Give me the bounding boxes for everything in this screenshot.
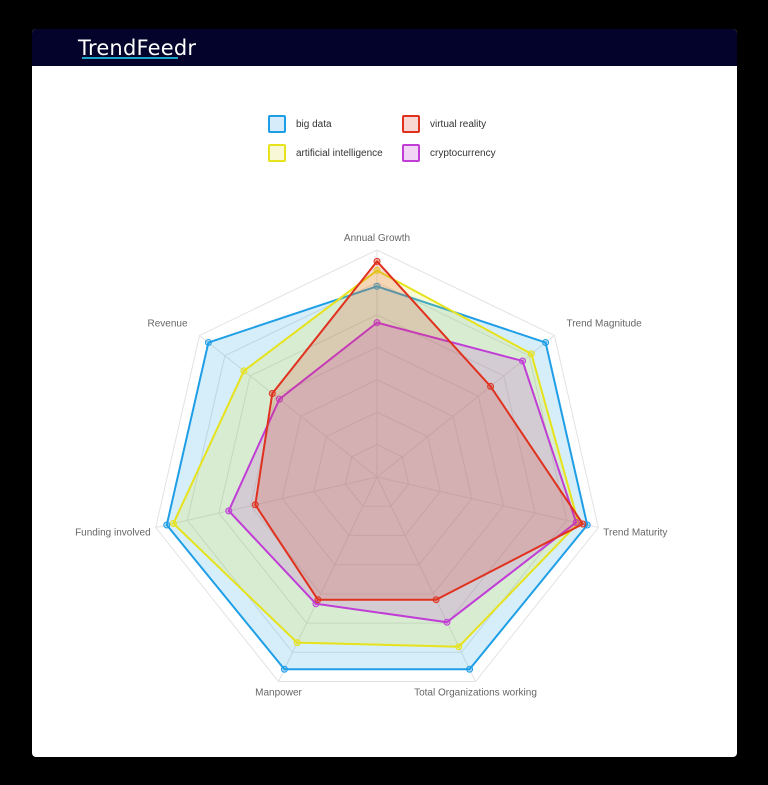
legend-item-big-data[interactable]: big data <box>268 115 332 133</box>
chart-card: TrendFeedr big data virtual reality arti… <box>32 29 737 757</box>
data-point[interactable] <box>373 282 381 290</box>
data-point[interactable] <box>225 507 233 515</box>
legend-item-virtual-reality[interactable]: virtual reality <box>402 115 486 133</box>
legend-item-artificial-intelligence[interactable]: artificial intelligence <box>268 144 383 162</box>
data-point[interactable] <box>542 339 550 347</box>
data-point[interactable] <box>163 521 171 529</box>
data-point[interactable] <box>373 257 381 265</box>
data-point[interactable] <box>373 319 381 327</box>
data-point[interactable] <box>275 395 283 403</box>
data-point[interactable] <box>487 382 495 390</box>
series-artificial-intelligence[interactable] <box>169 266 582 651</box>
legend-swatch-icon <box>268 144 286 162</box>
series-big-data[interactable] <box>163 282 591 673</box>
axis-label: Revenue <box>147 318 187 329</box>
data-point[interactable] <box>268 389 276 397</box>
data-point[interactable] <box>466 665 474 673</box>
data-point[interactable] <box>432 596 440 604</box>
series-virtual-reality[interactable] <box>251 257 587 604</box>
legend-label: artificial intelligence <box>296 147 383 159</box>
data-point[interactable] <box>519 357 527 365</box>
data-point[interactable] <box>443 618 451 626</box>
legend-swatch-icon <box>402 115 420 133</box>
legend-swatch-icon <box>268 115 286 133</box>
legend-label: big data <box>296 118 332 130</box>
legend-label: cryptocurrency <box>430 147 496 159</box>
logo-underline <box>82 57 178 59</box>
axis-label: Trend Magnitude <box>566 318 642 329</box>
axis-label: Funding involved <box>75 528 151 539</box>
axis-label: Annual Growth <box>344 233 410 244</box>
data-point[interactable] <box>314 596 322 604</box>
legend-label: virtual reality <box>430 118 487 130</box>
trendfeedr-logo[interactable]: TrendFeedr <box>78 36 197 60</box>
radar-chart: Annual Growth Trend Magnitude Trend Maturi… <box>75 233 667 699</box>
data-point[interactable] <box>455 643 463 651</box>
data-point[interactable] <box>280 665 288 673</box>
data-point[interactable] <box>527 350 535 358</box>
data-point[interactable] <box>572 518 580 526</box>
app-header: TrendFeedr <box>32 29 737 66</box>
data-point[interactable] <box>204 339 212 347</box>
axis-label: Trend Maturity <box>603 528 667 539</box>
data-point[interactable] <box>293 639 301 647</box>
data-point[interactable] <box>373 266 381 274</box>
legend-item-cryptocurrency[interactable]: cryptocurrency <box>402 144 496 162</box>
axis-label: Manpower <box>255 688 302 699</box>
series-cryptocurrency[interactable] <box>225 319 580 626</box>
data-point[interactable] <box>251 501 259 509</box>
axis-label: Total Organizations working <box>414 688 537 699</box>
data-point[interactable] <box>240 367 248 375</box>
data-point[interactable] <box>579 520 587 528</box>
legend-swatch-icon <box>402 144 420 162</box>
data-point[interactable] <box>169 519 177 527</box>
